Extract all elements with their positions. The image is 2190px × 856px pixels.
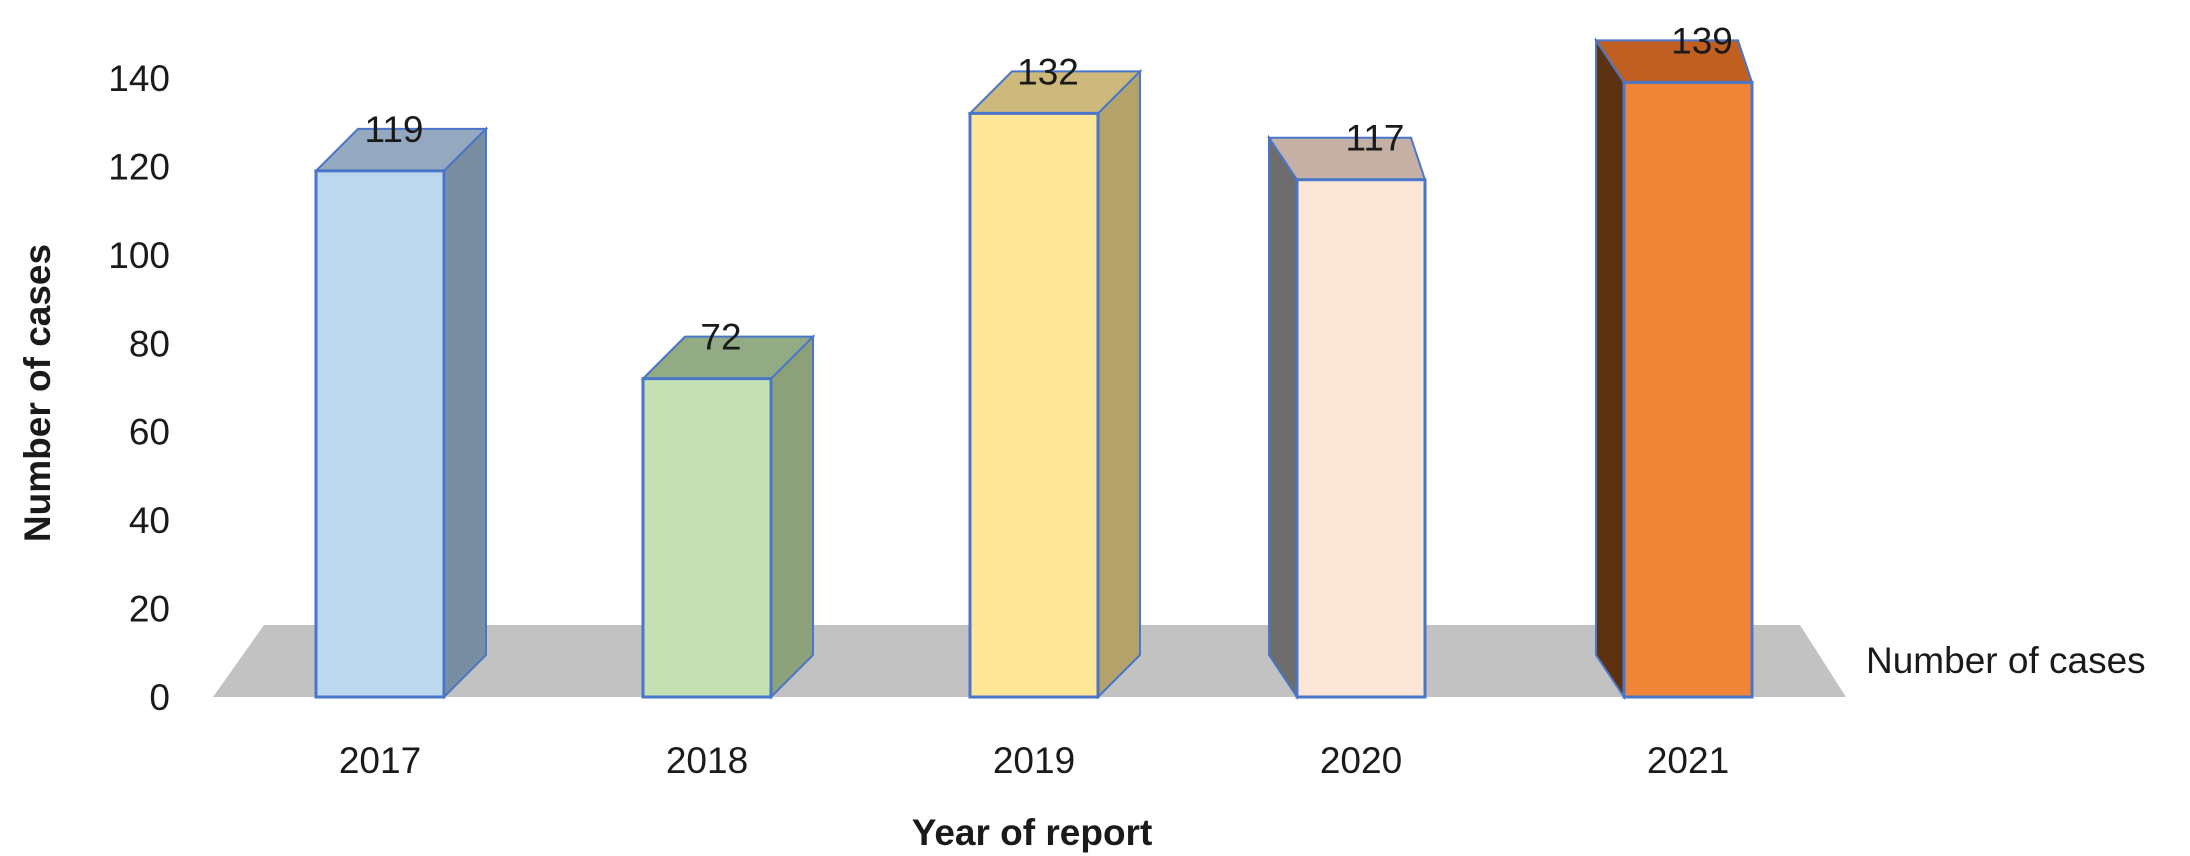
series-axis-label: Number of cases xyxy=(1866,640,2146,681)
y-tick-label: 20 xyxy=(129,589,170,630)
bar-side-face xyxy=(443,126,487,700)
bars-layer xyxy=(313,37,1754,701)
bar-front-face xyxy=(1295,178,1427,699)
y-tick-label: 0 xyxy=(149,677,170,718)
x-tick-label: 2018 xyxy=(666,740,748,781)
bar-front-face xyxy=(968,111,1100,699)
x-tick-label: 2017 xyxy=(339,740,421,781)
x-axis-ticks: 2017 2018 2019 2020 2021 xyxy=(339,740,1729,781)
bar-2018 xyxy=(640,334,816,700)
data-label: 117 xyxy=(1346,118,1405,159)
bar-side-face xyxy=(1595,37,1625,701)
data-label: 72 xyxy=(700,317,741,358)
y-axis-title: Number of cases xyxy=(17,244,58,542)
y-tick-label: 100 xyxy=(108,235,170,276)
y-tick-label: 120 xyxy=(108,146,170,187)
bar-2017 xyxy=(313,126,489,700)
bar-front-face xyxy=(1622,80,1754,699)
bar-2019 xyxy=(967,68,1143,700)
bar-side-face xyxy=(1268,134,1298,701)
x-tick-label: 2020 xyxy=(1320,740,1402,781)
bar-side-face xyxy=(1097,68,1141,700)
data-label: 119 xyxy=(365,109,424,150)
y-tick-label: 140 xyxy=(108,58,170,99)
y-tick-label: 40 xyxy=(129,500,170,541)
y-axis-ticks: 0 20 40 60 80 100 120 140 xyxy=(108,58,170,718)
x-tick-label: 2021 xyxy=(1647,740,1729,781)
data-label: 132 xyxy=(1017,51,1079,92)
y-tick-label: 60 xyxy=(129,412,170,453)
bar-2021 xyxy=(1594,37,1754,701)
bar-front-face xyxy=(641,377,773,699)
bar-2020 xyxy=(1267,134,1427,701)
data-label: 139 xyxy=(1671,20,1733,61)
bar-front-face xyxy=(314,169,446,699)
x-tick-label: 2019 xyxy=(993,740,1075,781)
bar-side-face xyxy=(770,334,814,700)
y-tick-label: 80 xyxy=(129,323,170,364)
data-labels-layer: 119 72 132 117 139 xyxy=(365,20,1733,357)
x-axis-title: Year of report xyxy=(912,812,1153,853)
